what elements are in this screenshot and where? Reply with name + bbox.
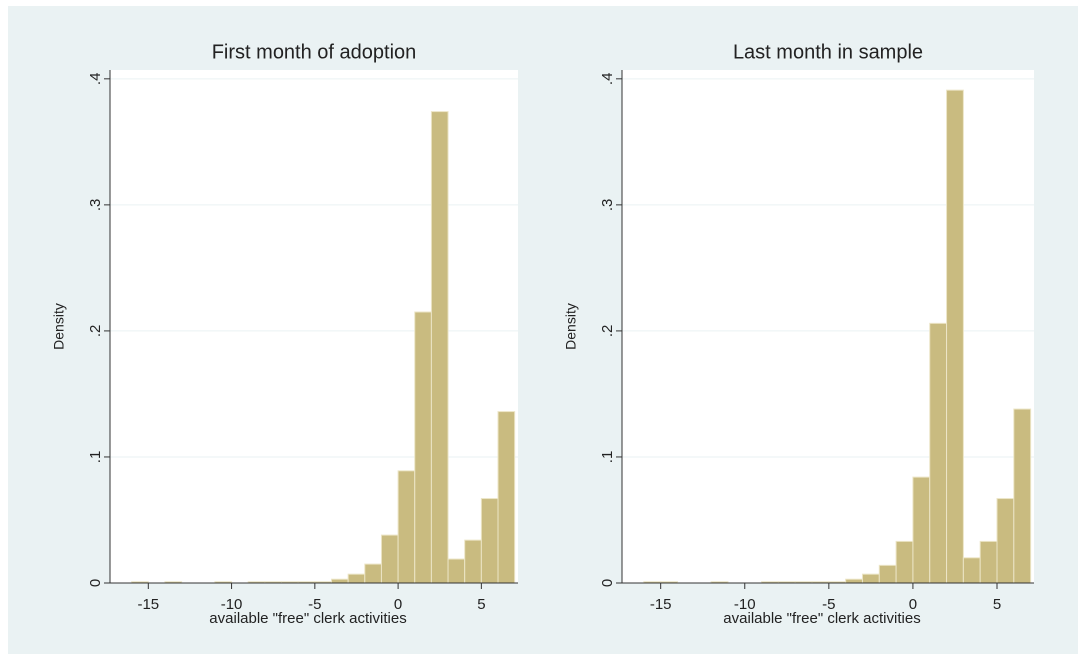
plot-area bbox=[110, 70, 518, 583]
bar bbox=[330, 578, 349, 584]
x-tick-label: 5 bbox=[993, 596, 1001, 613]
y-tick-label: .3 bbox=[599, 199, 616, 212]
x-tick-label: -15 bbox=[650, 596, 672, 613]
x-axis-label: available "free" clerk activities bbox=[209, 610, 406, 627]
x-tick-label: -15 bbox=[137, 596, 159, 613]
y-tick-label: .2 bbox=[87, 325, 104, 338]
bar bbox=[447, 558, 466, 584]
y-axis-label: Density bbox=[563, 303, 579, 350]
plot-area bbox=[622, 70, 1034, 583]
bar bbox=[497, 411, 516, 584]
bar bbox=[414, 311, 432, 584]
x-axis-label: available "free" clerk activities bbox=[723, 610, 920, 627]
chart-title: Last month in sample bbox=[733, 41, 923, 63]
bar bbox=[380, 534, 399, 584]
bar bbox=[480, 498, 499, 584]
bar bbox=[464, 539, 482, 584]
bar bbox=[845, 578, 863, 584]
y-tick-label: .4 bbox=[599, 73, 616, 86]
x-tick-label: -5 bbox=[308, 596, 321, 613]
bar bbox=[397, 470, 416, 584]
y-tick-label: .2 bbox=[599, 325, 616, 338]
bar bbox=[347, 573, 366, 584]
y-tick-label: .4 bbox=[87, 73, 104, 86]
bar bbox=[364, 563, 382, 584]
x-tick-label: -10 bbox=[734, 596, 756, 613]
y-tick-label: .1 bbox=[599, 451, 616, 464]
bar bbox=[962, 557, 981, 584]
bar bbox=[430, 111, 449, 584]
chart-title: First month of adoption bbox=[212, 41, 417, 63]
y-tick-label: 0 bbox=[87, 579, 104, 587]
bar bbox=[946, 89, 964, 584]
x-tick-label: 0 bbox=[909, 596, 917, 613]
y-axis-label: Density bbox=[51, 303, 67, 350]
bar bbox=[878, 564, 897, 584]
x-tick-label: 0 bbox=[394, 596, 402, 613]
bar bbox=[895, 540, 914, 584]
bar bbox=[929, 322, 948, 584]
y-tick-label: .3 bbox=[87, 199, 104, 212]
x-tick-label: -5 bbox=[822, 596, 835, 613]
bar bbox=[1013, 408, 1032, 584]
bar bbox=[861, 573, 880, 584]
x-tick-label: 5 bbox=[477, 596, 485, 613]
y-tick-label: 0 bbox=[599, 579, 616, 587]
y-tick-label: .1 bbox=[87, 451, 104, 464]
x-tick-label: -10 bbox=[221, 596, 243, 613]
bar bbox=[912, 476, 931, 584]
bar bbox=[996, 498, 1015, 584]
bar bbox=[979, 540, 998, 584]
